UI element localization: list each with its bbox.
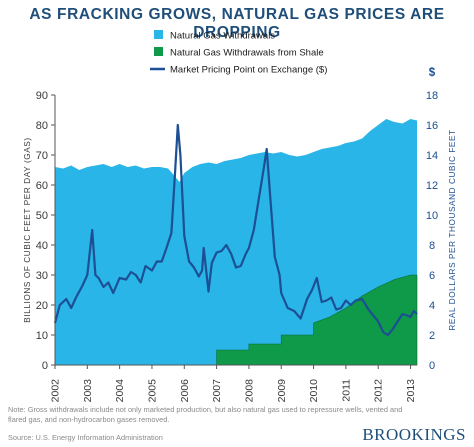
y-left-tick-label: 70 (36, 150, 48, 162)
chart-title: AS FRACKING GROWS, NATURAL GAS PRICES AR… (29, 6, 445, 41)
legend-swatch (154, 47, 163, 56)
brand-logo: BROOKINGS (362, 425, 466, 444)
legend-label: Natural Gas Withdrawals (170, 31, 275, 42)
x-tick-label: 2005 (146, 379, 158, 403)
x-tick-label: 2010 (308, 379, 320, 403)
y-left-tick-label: 10 (36, 330, 48, 342)
y-left-tick-label: 0 (42, 360, 48, 372)
y-right-tick-label: 6 (429, 270, 435, 282)
legend-swatch (154, 30, 163, 39)
x-tick-label: 2007 (211, 379, 223, 403)
area-natural-gas-withdrawals (55, 119, 417, 365)
legend-label: Market Pricing Point on Exchange ($) (170, 65, 327, 76)
y-right-unit-label: $ (429, 67, 436, 79)
x-tick-label: 2008 (243, 379, 255, 403)
x-tick-label: 2011 (340, 379, 352, 402)
x-tick-label: 2012 (373, 379, 385, 403)
y-right-tick-label: 2 (429, 330, 435, 342)
y-right-tick-label: 10 (426, 210, 438, 222)
y-left-tick-label: 20 (36, 300, 48, 312)
y-right-tick-label: 12 (426, 180, 438, 192)
y-left-tick-label: 60 (36, 180, 48, 192)
x-tick-label: 2013 (405, 379, 417, 403)
y-left-tick-label: 50 (36, 210, 48, 222)
area-shale-withdrawals (216, 274, 418, 366)
y-left-tick-label: 90 (36, 90, 48, 102)
x-tick-label: 2002 (50, 379, 62, 403)
footnote: Note: Gross withdrawals include not only… (8, 405, 403, 424)
y-right-tick-label: 0 (429, 360, 435, 372)
y-right-tick-label: 14 (426, 150, 438, 162)
y-right-tick-label: 16 (426, 120, 438, 132)
x-tick-label: 2003 (82, 379, 94, 403)
x-tick-label: 2004 (114, 379, 126, 403)
x-tick-label: 2009 (276, 379, 288, 403)
y-left-tick-label: 40 (36, 240, 48, 252)
line-market-price (53, 123, 418, 337)
y-right-tick-label: 18 (426, 90, 438, 102)
source-note: Source: U.S. Energy Information Administ… (8, 433, 163, 442)
y-axis-left-title: BILLIONS OF CUBIC FEET PER DAY (GAS) (23, 137, 32, 322)
y-right-tick-label: 4 (429, 300, 435, 312)
x-tick-label: 2006 (179, 379, 191, 403)
y-left-tick-label: 30 (36, 270, 48, 282)
y-axis-right-title: REAL DOLLARS PER THOUSAND CUBIC FEET (448, 129, 457, 330)
y-left-tick-label: 80 (36, 120, 48, 132)
legend-label: Natural Gas Withdrawals from Shale (170, 48, 324, 59)
y-right-tick-label: 8 (429, 240, 435, 252)
